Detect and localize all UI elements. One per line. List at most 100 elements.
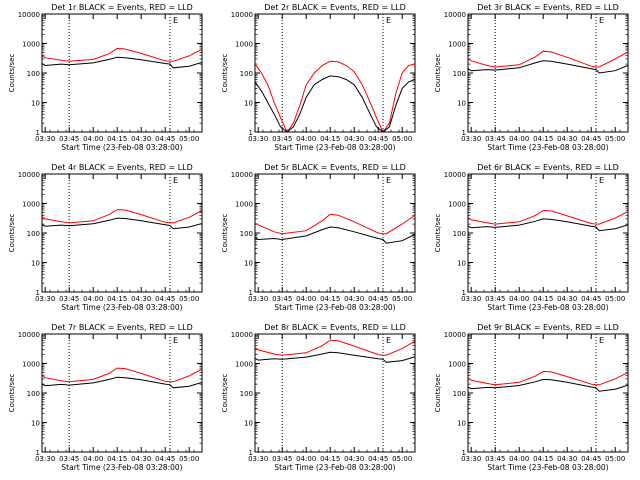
- y-tick-label: 1000: [448, 201, 466, 209]
- y-tick-label: 100: [453, 230, 466, 238]
- y-tick-label: 100: [453, 70, 466, 78]
- y-axis-label: Counts/sec: [221, 214, 229, 253]
- x-tick-label: 04:00: [296, 295, 316, 303]
- y-axis-label: Counts/sec: [8, 54, 16, 93]
- lld-series-line: [468, 370, 628, 386]
- lld-series-line: [468, 209, 628, 225]
- x-tick-label: 03:30: [35, 455, 55, 463]
- y-tick-label: 1: [36, 129, 40, 137]
- chart-panel-3: Det 3r BLACK = Events, RED = LLD 1 10 100 10…: [434, 3, 629, 152]
- x-tick-label: 04:30: [131, 455, 151, 463]
- x-tick-label: 04:30: [344, 135, 364, 143]
- x-tick-label: 04:30: [344, 295, 364, 303]
- x-axis-label: Start Time (23-Feb-08 03:28:00): [61, 463, 182, 472]
- y-tick-label: 10: [244, 100, 253, 108]
- y-tick-label: 1000: [448, 361, 466, 369]
- plot-frame: [41, 13, 203, 133]
- x-tick-label: 04:00: [296, 135, 316, 143]
- plot-frame: [467, 13, 629, 133]
- y-tick-label: 10: [31, 420, 40, 428]
- lld-series-line: [468, 50, 628, 68]
- y-tick-label: 1: [462, 449, 466, 457]
- y-tick-label: 1000: [22, 41, 40, 49]
- x-tick-label: 04:30: [344, 455, 364, 463]
- plot-frame: [467, 333, 629, 453]
- y-tick-label: 100: [240, 70, 253, 78]
- x-tick-label: 04:00: [83, 455, 103, 463]
- lld-series-line: [255, 213, 415, 235]
- lld-series-line: [42, 367, 202, 383]
- x-axis-label: Start Time (23-Feb-08 03:28:00): [61, 303, 182, 312]
- y-tick-label: 10: [457, 260, 466, 268]
- events-series-line: [468, 378, 628, 392]
- events-series-line: [42, 376, 202, 389]
- x-tick-label: 03:30: [461, 135, 481, 143]
- x-tick-label: 04:45: [155, 455, 175, 463]
- events-series-line: [468, 218, 628, 232]
- events-series-line: [255, 351, 415, 363]
- y-tick-label: 1000: [22, 361, 40, 369]
- x-tick-label: 04:15: [533, 295, 553, 303]
- x-tick-label: 04:45: [368, 455, 388, 463]
- event-marker-label: E: [386, 336, 391, 345]
- y-tick-label: 1000: [235, 361, 253, 369]
- y-tick-label: 1: [462, 129, 466, 137]
- event-marker-label: E: [173, 16, 178, 25]
- y-tick-label: 10: [31, 100, 40, 108]
- chart-panel-8: Det 8r BLACK = Events, RED = LLD 1 10 100 10…: [221, 323, 416, 472]
- y-tick-label: 1000: [448, 41, 466, 49]
- y-tick-label: 10: [457, 420, 466, 428]
- chart-title: Det 9r BLACK = Events, RED = LLD: [477, 323, 619, 332]
- y-tick-label: 10000: [231, 331, 253, 339]
- x-tick-label: 05:00: [392, 455, 412, 463]
- x-axis-label: Start Time (23-Feb-08 03:28:00): [487, 463, 608, 472]
- x-tick-label: 05:00: [605, 295, 625, 303]
- x-tick-label: 04:45: [581, 135, 601, 143]
- event-marker-label: E: [599, 336, 604, 345]
- y-tick-label: 1000: [22, 201, 40, 209]
- y-tick-label: 10000: [231, 171, 253, 179]
- x-tick-label: 05:00: [605, 455, 625, 463]
- y-tick-label: 10000: [231, 11, 253, 19]
- event-marker-label: E: [173, 336, 178, 345]
- x-tick-label: 05:00: [179, 135, 199, 143]
- x-tick-label: 04:45: [155, 135, 175, 143]
- x-tick-label: 04:15: [320, 295, 340, 303]
- chart-panel-5: Det 5r BLACK = Events, RED = LLD 1 10 100 10…: [221, 163, 416, 312]
- y-tick-label: 1: [36, 289, 40, 297]
- x-tick-label: 03:45: [485, 295, 505, 303]
- event-marker-label: E: [173, 176, 178, 185]
- x-tick-label: 03:45: [272, 135, 292, 143]
- y-tick-label: 1: [462, 289, 466, 297]
- chart-title: Det 4r BLACK = Events, RED = LLD: [51, 163, 193, 172]
- x-tick-label: 04:15: [533, 455, 553, 463]
- event-marker-label: E: [599, 176, 604, 185]
- x-tick-label: 04:15: [320, 135, 340, 143]
- events-series-line: [468, 60, 628, 74]
- event-marker-label: E: [386, 176, 391, 185]
- x-axis-label: Start Time (23-Feb-08 03:28:00): [274, 463, 395, 472]
- chart-title: Det 7r BLACK = Events, RED = LLD: [51, 323, 193, 332]
- chart-panel-6: Det 6r BLACK = Events, RED = LLD 1 10 100 10…: [434, 163, 629, 312]
- x-tick-label: 05:00: [605, 135, 625, 143]
- lld-series-line: [42, 209, 202, 224]
- events-series-line: [255, 75, 415, 132]
- lld-series-line: [42, 47, 202, 62]
- x-tick-label: 05:00: [392, 135, 412, 143]
- x-tick-label: 04:30: [131, 135, 151, 143]
- x-tick-label: 03:30: [248, 455, 268, 463]
- x-tick-label: 05:00: [392, 295, 412, 303]
- y-axis-label: Counts/sec: [8, 214, 16, 253]
- y-axis-label: Counts/sec: [221, 374, 229, 413]
- plot-frame: [41, 173, 203, 293]
- x-tick-label: 05:00: [179, 455, 199, 463]
- y-tick-label: 1000: [235, 41, 253, 49]
- y-tick-label: 1: [249, 129, 253, 137]
- x-tick-label: 03:30: [35, 295, 55, 303]
- x-axis-label: Start Time (23-Feb-08 03:28:00): [487, 303, 608, 312]
- lld-series-line: [255, 60, 415, 132]
- chart-title: Det 6r BLACK = Events, RED = LLD: [477, 163, 619, 172]
- x-tick-label: 03:30: [248, 135, 268, 143]
- x-tick-label: 04:30: [557, 295, 577, 303]
